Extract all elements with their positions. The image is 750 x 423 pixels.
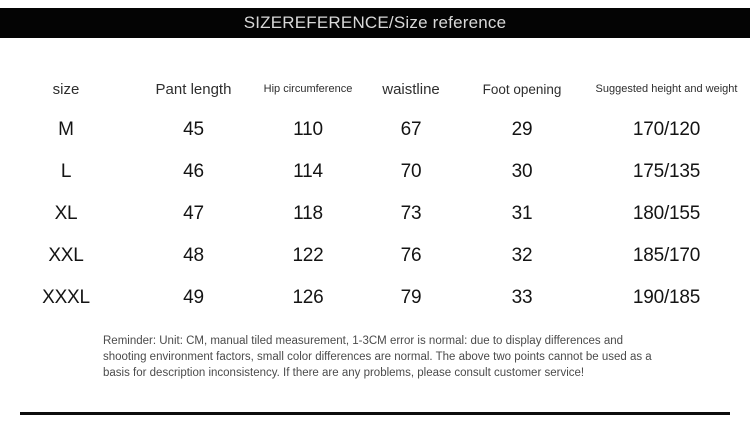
table-cell: 49 <box>183 287 204 308</box>
table-cell: 73 <box>400 203 422 224</box>
table-cell: 118 <box>293 203 323 224</box>
table-row: XL 47 118 73 31 180/155 <box>0 193 750 235</box>
table-cell: 79 <box>400 287 422 308</box>
column-header: Pant length <box>155 80 232 98</box>
table-cell: XXL <box>48 245 84 266</box>
table-cell: 29 <box>511 119 533 140</box>
table-header-row: size Pant length Hip circumference waistlin… <box>0 69 750 109</box>
table-cell: XL <box>54 203 78 224</box>
table-cell: 185/170 <box>632 245 701 266</box>
table-cell: 76 <box>400 245 422 266</box>
table-row: XXL 48 122 76 32 185/170 <box>0 235 750 277</box>
table-cell: M <box>58 119 74 140</box>
table-cell: 46 <box>183 161 204 182</box>
table-cell: 175/135 <box>632 161 701 182</box>
table-cell: 190/185 <box>632 287 701 308</box>
reminder-note: Reminder: Unit: CM, manual tiled measure… <box>103 335 652 379</box>
table-row: M 45 110 67 29 170/120 <box>0 109 750 151</box>
table-cell: 114 <box>293 161 323 182</box>
table-cell: 31 <box>511 203 533 224</box>
table-cell: 110 <box>293 119 323 140</box>
table-cell: 47 <box>183 203 204 224</box>
table-cell: L <box>60 161 72 182</box>
table-cell: 122 <box>292 245 324 266</box>
column-header: Foot opening <box>482 81 562 97</box>
bottom-divider-line <box>20 412 730 415</box>
column-header: waistline <box>382 80 440 98</box>
table-cell: 67 <box>400 119 422 140</box>
column-header: Suggested height and weight <box>595 83 738 95</box>
table-row: L 46 114 70 30 175/135 <box>0 151 750 193</box>
table-cell: 33 <box>511 287 533 308</box>
table-cell: 45 <box>183 119 204 140</box>
table-cell: 30 <box>511 161 533 182</box>
title-bar: SIZEREFERENCE/Size reference <box>0 8 750 38</box>
table-cell: 180/155 <box>632 203 701 224</box>
table-row: XXXL 49 126 79 33 190/185 <box>0 277 750 319</box>
table-cell: 170/120 <box>632 119 701 140</box>
table-cell: XXXL <box>42 287 90 308</box>
table-cell: 70 <box>400 161 422 182</box>
table-cell: 126 <box>292 287 324 308</box>
table-cell: 32 <box>511 245 533 266</box>
size-table: size Pant length Hip circumference waistlin… <box>0 69 750 319</box>
column-header: Hip circumference <box>263 83 353 95</box>
page-title: SIZEREFERENCE/Size reference <box>243 13 507 32</box>
table-cell: 48 <box>183 245 204 266</box>
column-header: size <box>52 80 80 98</box>
